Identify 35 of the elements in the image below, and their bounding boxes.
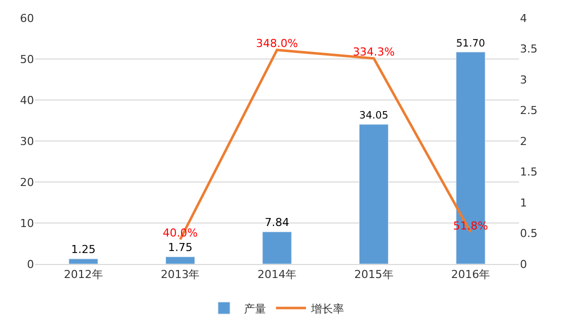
- bar: [165, 256, 195, 264]
- y2-tick-label: 1.5: [520, 166, 538, 179]
- y2-tick-label: 2.5: [520, 104, 538, 118]
- bar: [262, 232, 292, 264]
- bar: [359, 124, 389, 264]
- data-label: 51.70: [456, 38, 486, 50]
- bar: [68, 258, 98, 264]
- legend-label: 产量: [244, 302, 266, 316]
- x-tick-label: 2014年: [258, 268, 296, 282]
- data-label: 1.25: [71, 242, 96, 256]
- y2-tick-label: 1: [520, 196, 527, 210]
- y-tick-label: 10: [20, 216, 34, 230]
- y2-tick-label: 3.5: [520, 42, 538, 56]
- data-label: 348.0%: [256, 37, 298, 50]
- x-tick-label: 2012年: [64, 268, 103, 282]
- data-label: 7.84: [264, 216, 290, 229]
- y2-tick-label: 3: [520, 73, 527, 86]
- y-tick-label: 40: [20, 94, 34, 107]
- y-tick-label: 20: [20, 176, 34, 189]
- y2-tick-label: 4: [520, 12, 527, 25]
- data-label: 334.3%: [352, 46, 395, 59]
- y-tick-label: 50: [20, 52, 34, 66]
- x-tick-label: 2015年: [354, 268, 394, 282]
- y-tick-label: 0: [27, 258, 34, 271]
- y-tick-label: 30: [20, 134, 34, 148]
- y-tick-label: 60: [20, 12, 34, 25]
- legend-label: 增长率: [310, 302, 344, 316]
- data-label: 34.05: [359, 110, 388, 122]
- y2-tick-label: 0.5: [520, 227, 538, 240]
- x-tick-label: 2013年: [160, 268, 200, 282]
- data-label: 1.75: [168, 240, 192, 254]
- y2-tick-label: 0: [520, 258, 527, 271]
- y2-tick-label: 2: [520, 134, 527, 148]
- x-tick-label: 2016年: [451, 268, 490, 282]
- bar: [456, 52, 486, 264]
